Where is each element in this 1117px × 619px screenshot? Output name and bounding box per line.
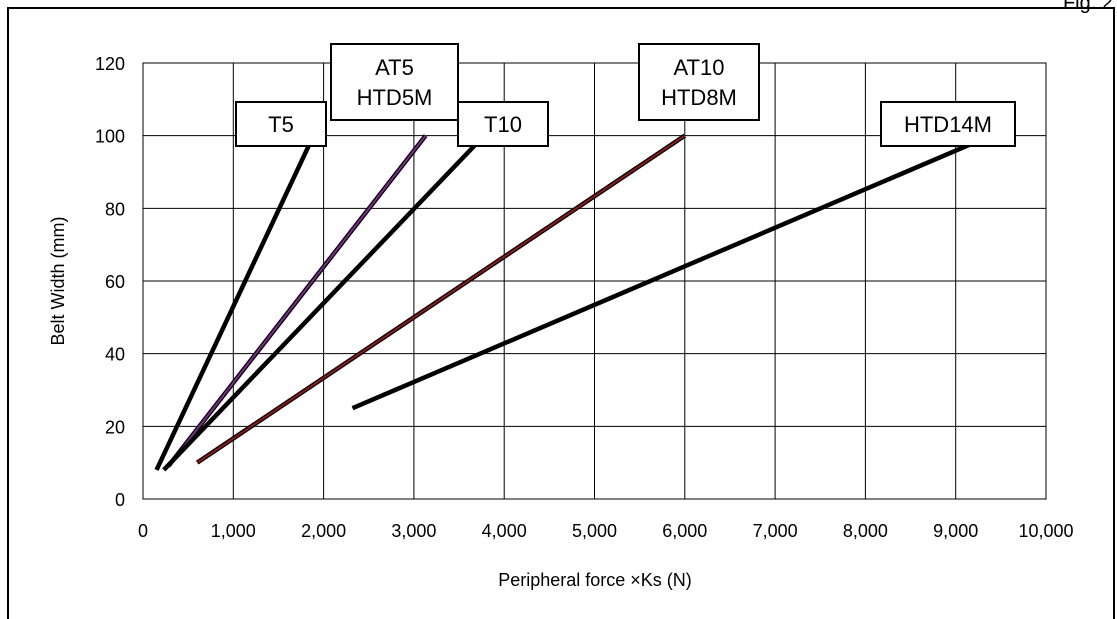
x-tick-label: 2,000 [301, 521, 346, 541]
chart-border [7, 7, 1115, 619]
y-tick-label: 40 [105, 345, 125, 365]
series-line-t10 [162, 141, 479, 472]
series-label-text: T10 [484, 112, 522, 137]
x-tick-label: 0 [138, 521, 148, 541]
y-tick-label: 100 [95, 127, 125, 147]
series-label-text: HTD5M [357, 85, 433, 110]
x-tick-label: 4,000 [482, 521, 527, 541]
y-tick-label: 80 [105, 199, 125, 219]
series-label-text: T5 [268, 112, 294, 137]
x-tick-label: 7,000 [753, 521, 798, 541]
y-tick-label: 20 [105, 417, 125, 437]
series-label-box [880, 101, 1016, 147]
y-axis-label: Belt Width (mm) [48, 216, 68, 345]
x-tick-label: 3,000 [391, 521, 436, 541]
x-tick-label: 10,000 [1018, 521, 1073, 541]
x-tick-label: 5,000 [572, 521, 617, 541]
series-line-htd14m [351, 140, 975, 411]
series-label-box [638, 43, 760, 121]
series-line-core [167, 135, 427, 467]
series-label-text: HTD8M [661, 85, 737, 110]
series-label-box [330, 43, 459, 121]
y-tick-label: 60 [105, 272, 125, 292]
series-lines [154, 133, 975, 472]
y-tick-label: 120 [95, 54, 125, 74]
axis-ticks: 0 1,000 2,000 3,000 4,000 5,000 6,000 7,000 8,00… [95, 54, 1074, 541]
series-labels: T5 AT5 HTD5M T10 AT10 HTD8M HTD14M [235, 43, 1016, 147]
series-label-box [457, 101, 549, 147]
x-tick-label: 8,000 [843, 521, 888, 541]
series-line-core [196, 134, 686, 464]
plot-area [142, 62, 1047, 500]
x-axis-label: Peripheral force ×Ks (N) [498, 570, 692, 590]
x-tick-label: 9,000 [933, 521, 978, 541]
series-label-text: AT5 [375, 55, 414, 80]
series-label-text: HTD14M [904, 112, 992, 137]
series-label-box [235, 101, 327, 147]
y-tick-label: 0 [115, 490, 125, 510]
series-line-t5 [154, 141, 313, 471]
x-tick-label: 6,000 [662, 521, 707, 541]
series-label-text: AT10 [674, 55, 725, 80]
x-tick-label: 1,000 [211, 521, 256, 541]
